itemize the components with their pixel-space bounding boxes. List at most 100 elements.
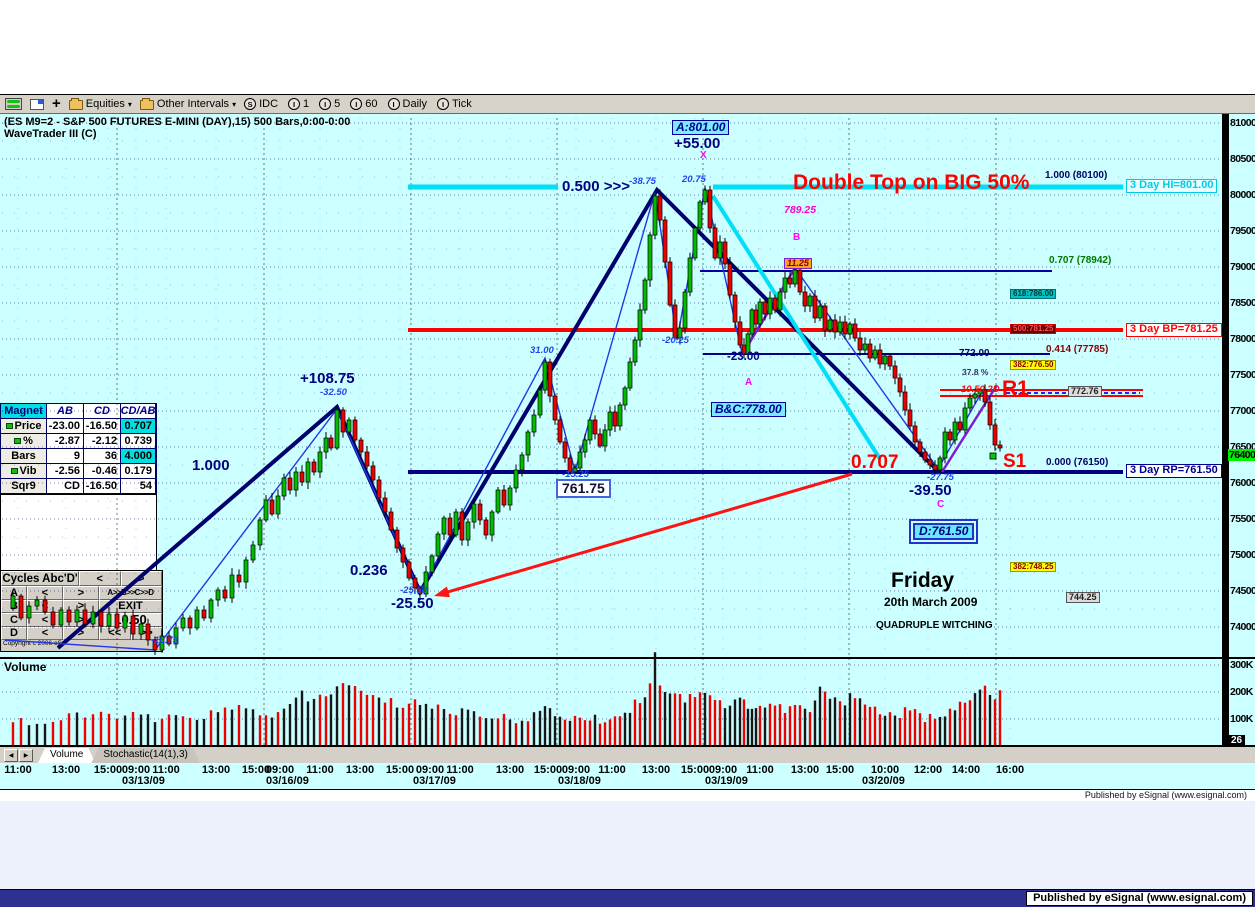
time-label: 13:00	[345, 764, 375, 776]
time-label: 13:00	[641, 764, 671, 776]
cycles-step-button[interactable]: <	[27, 599, 63, 613]
circled-i-icon: I	[350, 98, 363, 110]
folder-icon	[68, 98, 83, 110]
interval-label: 1	[303, 98, 310, 110]
interval-daily-button[interactable]: I Daily	[387, 98, 427, 110]
interval-idc-button[interactable]: S IDC	[244, 98, 278, 110]
date-label: 03/18/09	[558, 775, 601, 787]
time-label: 14:00	[951, 764, 981, 776]
magnet-row-label-price: Price	[1, 419, 47, 434]
toggle-led-button[interactable]	[5, 423, 13, 429]
magnet-cell: -23.00	[47, 419, 84, 434]
cycles-label-a: A	[1, 586, 27, 600]
cycles-step-button[interactable]: <	[27, 586, 63, 600]
magnet-cell: -0.46	[84, 464, 121, 479]
tabs-scroll-right-button[interactable]: ▶	[19, 749, 33, 762]
circled-i-icon: I	[319, 98, 332, 110]
time-label: 13:00	[495, 764, 525, 776]
time-label: 11:00	[4, 764, 32, 776]
magnet-cell: 4.000	[121, 449, 156, 464]
chart-grid-icon[interactable]	[5, 98, 22, 110]
time-label: 13:00	[51, 764, 81, 776]
magnet-cell: 0.707	[121, 419, 156, 434]
time-label: 11:00	[306, 764, 334, 776]
time-label: 11:00	[746, 764, 774, 776]
magnet-cell: -2.56	[47, 464, 84, 479]
status-bar: Published by eSignal (www.esignal.com)	[0, 889, 1255, 907]
time-label: 15:00	[825, 764, 855, 776]
price-tick: 81000	[1230, 117, 1255, 129]
time-label: 16:00	[995, 764, 1025, 776]
volume-tick: 200K	[1230, 686, 1253, 698]
cycles-jump-button[interactable]: >>	[130, 626, 162, 640]
toggle-led-button[interactable]	[10, 468, 18, 474]
left-panel-blank	[0, 494, 157, 571]
cycles-header-button[interactable]: >	[120, 571, 162, 586]
cycles-header-button[interactable]: <	[79, 571, 121, 586]
cycles-row-c: C < >10.50	[1, 613, 162, 627]
magnet-cell: 9	[47, 449, 84, 464]
magnet-header-magnet: Magnet	[1, 404, 47, 419]
cycles-header-row: Cycles Abc'D' < >	[1, 571, 162, 586]
time-label: 13:00	[790, 764, 820, 776]
cycles-label-c: C	[1, 613, 27, 627]
magnet-cell: -2.12	[84, 434, 121, 449]
cycles-step-button[interactable]: <	[27, 626, 63, 640]
cycles-jump-button[interactable]: <<	[99, 626, 131, 640]
time-label: 11:00	[446, 764, 474, 776]
cycles-exit[interactable]: EXIT	[99, 599, 162, 613]
cycles-step-button[interactable]: <	[27, 613, 63, 627]
cycles-title: Cycles Abc'D'	[1, 571, 79, 586]
time-label: 15:00	[93, 764, 123, 776]
magnet-row-label-vib: Vib	[1, 464, 47, 479]
equities-dropdown[interactable]: Equities ▾	[68, 98, 132, 110]
price-tick: 75500	[1230, 513, 1255, 525]
tab-stochastic[interactable]: Stochastic(14(1),3)	[91, 748, 199, 763]
cycles-step-button[interactable]: >	[63, 586, 99, 600]
equities-label: Equities	[85, 98, 125, 110]
price-tick: 78000	[1230, 333, 1255, 345]
price-tick: 79500	[1230, 225, 1255, 237]
cycles-step-button[interactable]: >	[63, 613, 99, 627]
other-intervals-dropdown[interactable]: Other Intervals ▾	[139, 98, 236, 110]
chart-region	[0, 114, 1255, 789]
cycles-abcd[interactable]: A>>B>>C>>D	[99, 586, 162, 600]
date-label: 03/20/09	[862, 775, 905, 787]
price-tick: 74000	[1230, 621, 1255, 633]
lower-whitespace	[0, 801, 1255, 889]
cycles-row-d: D < > << >>	[1, 626, 162, 640]
cycles-step-button[interactable]: >	[63, 599, 99, 613]
cycles-row-a: A < > A>>B>>C>>D	[1, 586, 162, 600]
magnet-header-cd: CD	[84, 404, 121, 419]
cycles-row-b: B < > EXIT	[1, 599, 162, 613]
magnet-cell: 0.739	[121, 434, 156, 449]
time-label: 12:00	[913, 764, 943, 776]
circled-i-icon: I	[288, 98, 301, 110]
add-icon[interactable]: +	[52, 95, 61, 112]
cycles-copyright: Copyright c 2006 eS	[3, 640, 62, 647]
price-tick: 76000	[1230, 477, 1255, 489]
interval-label: Daily	[402, 98, 427, 110]
magnet-cell: -16.50	[84, 479, 121, 494]
tab-volume[interactable]: Volume	[38, 748, 95, 763]
circled-s-icon: S	[244, 98, 257, 110]
time-label: 09:00	[708, 764, 738, 776]
cycles-label-b: B	[1, 599, 27, 613]
tabs-scroll-left-button[interactable]: ◀	[4, 749, 18, 762]
published-strip: Published by eSignal (www.esignal.com)	[0, 789, 1255, 801]
cycles-step-button[interactable]: >	[63, 626, 99, 640]
magnet-cell: -2.87	[47, 434, 84, 449]
interval-60-button[interactable]: I 60	[350, 98, 378, 110]
current-volume-badge: 26	[1228, 735, 1245, 746]
study-name: WaveTrader III (C)	[4, 128, 97, 140]
price-tick: 80000	[1230, 189, 1255, 201]
interval-label: 60	[365, 98, 378, 110]
interval-tick-button[interactable]: I Tick	[436, 98, 472, 110]
toggle-led-button[interactable]	[14, 438, 22, 444]
top-whitespace	[0, 0, 1255, 94]
volume-pane-bottom-border	[0, 745, 1255, 747]
price-tick: 79000	[1230, 261, 1255, 273]
window-icon[interactable]	[30, 98, 44, 110]
